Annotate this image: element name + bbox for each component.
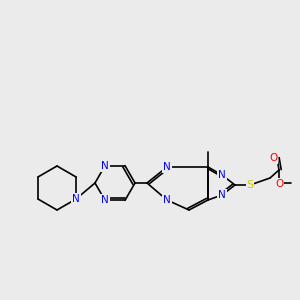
Text: O: O xyxy=(269,153,277,163)
Text: N: N xyxy=(218,190,226,200)
Text: N: N xyxy=(101,161,109,171)
Text: N: N xyxy=(163,195,171,205)
Text: S: S xyxy=(246,180,254,190)
Text: O: O xyxy=(275,179,283,189)
Text: N: N xyxy=(163,162,171,172)
Text: N: N xyxy=(72,194,80,204)
Text: N: N xyxy=(101,195,109,205)
Text: N: N xyxy=(218,170,226,180)
